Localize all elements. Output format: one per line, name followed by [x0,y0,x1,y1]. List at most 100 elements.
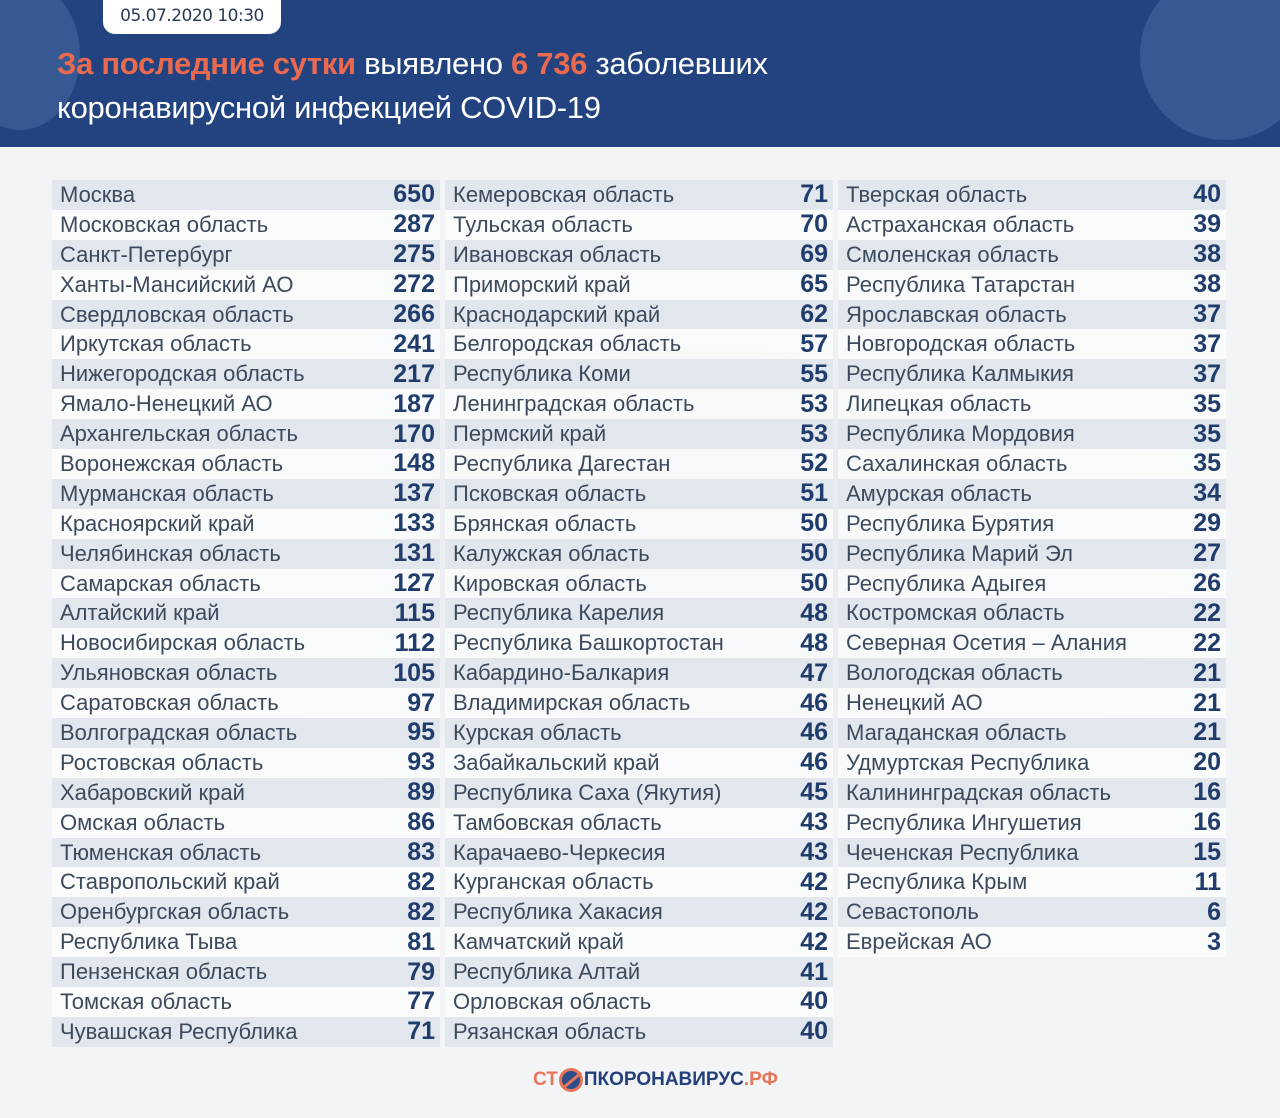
region-name: Ямало-Ненецкий АО [60,391,273,417]
region-name: Приморский край [453,271,631,297]
case-count: 50 [800,539,828,568]
region-name: Севастополь [846,899,979,925]
region-name: Республика Адыгея [846,570,1047,596]
region-name: Мурманская область [60,480,274,506]
region-row: Краснодарский край 62 [445,299,833,330]
case-count: 93 [407,748,435,777]
region-name: Липецкая область [846,391,1032,417]
region-name: Республика Саха (Якутия) [453,779,722,805]
case-count: 52 [800,449,828,478]
case-count: 133 [393,509,435,538]
case-count: 79 [407,957,435,986]
region-name: Республика Мордовия [846,421,1075,447]
case-count: 42 [800,867,828,896]
case-count: 41 [800,957,828,986]
region-name: Ненецкий АО [846,690,983,716]
region-row: Калининградская область 16 [838,777,1226,808]
case-count: 16 [1193,778,1221,807]
region-row: Республика Тыва 81 [52,927,440,958]
region-row: Калужская область 50 [445,538,833,569]
region-row: Псковская область 51 [445,478,833,509]
case-count: 55 [800,359,828,388]
region-name: Амурская область [846,480,1032,506]
region-name: Астраханская область [846,211,1075,237]
case-count: 35 [1193,419,1221,448]
region-row: Ульяновская область 105 [52,658,440,689]
region-name: Республика Калмыкия [846,361,1074,387]
case-count: 16 [1193,808,1221,837]
region-row: Республика Ингушетия 16 [838,807,1226,838]
region-name: Хабаровский край [60,779,245,805]
region-row: Ханты-Мансийский АО 272 [52,269,440,300]
region-name: Краснодарский край [453,301,661,327]
region-name: Санкт-Петербург [60,241,233,267]
region-name: Брянская область [453,510,637,536]
region-row: Республика Коми 55 [445,359,833,390]
region-row: Омская область 86 [52,807,440,838]
case-count: 38 [1193,240,1221,269]
region-name: Забайкальский край [453,749,660,775]
region-name: Республика Алтай [453,959,641,985]
region-row: Санкт-Петербург 275 [52,239,440,270]
region-name: Владимирская область [453,690,691,716]
region-name: Республика Крым [846,869,1028,895]
region-name: Республика Коми [453,361,631,387]
region-row: Амурская область 34 [838,478,1226,509]
region-row: Москва 650 [52,180,440,210]
region-row: Республика Башкортостан 48 [445,628,833,659]
case-count: 86 [407,808,435,837]
region-row: Ивановская область 69 [445,239,833,270]
region-row: Республика Бурятия 29 [838,508,1226,539]
region-name: Пермский край [453,421,607,447]
region-name: Волгоградская область [60,719,298,745]
region-name: Сахалинская область [846,450,1068,476]
case-count: 15 [1193,838,1221,867]
region-row: Архангельская область 170 [52,419,440,450]
region-name: Тульская область [453,211,633,237]
virus-stop-icon [558,1068,583,1092]
case-count: 21 [1193,688,1221,717]
region-name: Оренбургская область [60,899,290,925]
region-row: Чувашская Республика 71 [52,1016,440,1047]
region-name: Калининградская область [846,779,1111,805]
region-name: Камчатский край [453,929,624,955]
region-row: Пермский край 53 [445,419,833,450]
region-name: Чеченская Республика [846,839,1079,865]
region-row: Республика Хакасия 42 [445,897,833,928]
region-name: Смоленская область [846,241,1059,267]
region-row: Воронежская область 148 [52,449,440,479]
region-name: Республика Бурятия [846,510,1055,536]
region-row: Иркутская область 241 [52,329,440,360]
case-count: 37 [1193,300,1221,328]
logo-text: .РФ [743,1069,778,1090]
region-row: Сахалинская область 35 [838,449,1226,479]
case-count: 51 [800,479,828,508]
case-count: 40 [1193,180,1221,209]
region-name: Тверская область [846,181,1028,207]
region-row: Ярославская область 37 [838,299,1226,330]
region-name: Омская область [60,809,226,835]
region-row: Нижегородская область 217 [52,359,440,390]
case-count: 650 [393,180,435,209]
region-row: Кабардино-Балкария 47 [445,658,833,689]
case-count: 71 [800,180,828,209]
region-row: Саратовская область 97 [52,688,440,719]
case-count: 81 [407,927,435,956]
region-row: Еврейская АО 3 [838,927,1226,958]
region-name: Кабардино-Балкария [453,660,670,686]
region-name: Ханты-Мансийский АО [60,271,294,297]
case-count: 39 [1193,210,1221,239]
region-name: Республика Ингушетия [846,809,1082,835]
region-name: Воронежская область [60,450,284,476]
region-name: Республика Хакасия [453,899,663,925]
region-row: Республика Крым 11 [838,867,1226,898]
case-count: 266 [393,300,435,328]
case-count: 37 [1193,329,1221,358]
region-name: Рязанская область [453,1018,647,1044]
region-row: Челябинская область 131 [52,538,440,569]
case-count: 21 [1193,658,1221,687]
region-row: Тверская область 40 [838,180,1226,210]
region-row: Северная Осетия – Алания 22 [838,628,1226,659]
logo-text: СТ [533,1069,558,1090]
region-row: Костромская область 22 [838,598,1226,629]
